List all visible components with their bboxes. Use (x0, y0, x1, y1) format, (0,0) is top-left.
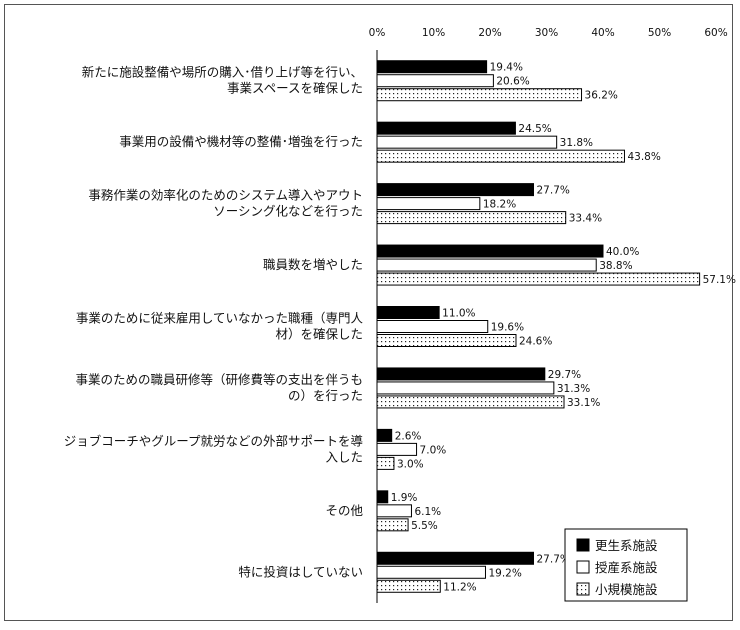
bar-1 (376, 121, 516, 135)
chart-frame (4, 4, 733, 621)
data-label: 6.1% (414, 506, 441, 518)
category-label: の）を行った (288, 388, 363, 403)
data-label: 31.3% (557, 383, 590, 395)
data-label: 18.2% (483, 199, 516, 211)
data-label: 27.7% (537, 553, 570, 565)
category-label: 事業用の設備や機材等の整備･増強を行った (119, 134, 363, 149)
bar-1 (376, 428, 393, 442)
bar-2 (376, 135, 558, 149)
bar-3 (376, 211, 567, 225)
bar-2 (376, 381, 555, 395)
bar-3 (376, 88, 583, 102)
bar-3 (376, 149, 625, 163)
bar-2 (376, 565, 486, 579)
legend-swatch (576, 538, 590, 552)
legend-swatch (576, 582, 590, 596)
category-label: 新たに施設整備や場所の購入･借り上げ等を行い、 (82, 65, 363, 80)
bar-2 (376, 442, 418, 456)
data-label: 7.0% (420, 444, 447, 456)
legend-label: 授産系施設 (595, 560, 658, 575)
data-label: 11.0% (442, 308, 475, 320)
category-label: 材）を確保した (275, 327, 363, 342)
data-label: 19.6% (491, 322, 524, 334)
data-label: 24.5% (518, 123, 551, 135)
bar-3 (376, 272, 701, 286)
x-tick-label: 50% (648, 27, 671, 39)
data-label: 5.5% (411, 520, 438, 532)
category-label: その他 (325, 503, 363, 518)
data-label: 33.4% (569, 213, 602, 225)
bar-3 (376, 456, 395, 470)
category-label: 事業スペースを確保した (227, 81, 363, 96)
category-label: ジョブコーチやグループ就労などの外部サポートを導 (64, 433, 363, 448)
data-label: 38.8% (599, 260, 632, 272)
bar-1 (376, 490, 389, 504)
bar-3 (376, 395, 565, 409)
category-label: 特に投資はしていない (238, 564, 363, 579)
x-tick-label: 20% (478, 27, 501, 39)
x-tick-label: 60% (704, 27, 727, 39)
legend-swatch (576, 560, 590, 574)
category-label: 事業のための職員研修等（研修費等の支出を伴うも (75, 372, 363, 387)
bar-2 (376, 74, 494, 88)
bar-2 (376, 258, 597, 272)
data-label: 29.7% (548, 369, 581, 381)
bar-2 (376, 197, 481, 211)
bar-3 (376, 518, 409, 532)
bar-3 (376, 579, 441, 593)
legend-label: 小規模施設 (595, 582, 658, 597)
category-label: 入した (325, 449, 363, 464)
bar-1 (376, 551, 535, 565)
data-label: 33.1% (567, 397, 600, 409)
legend-label: 更生系施設 (595, 538, 658, 553)
x-tick-label: 40% (591, 27, 614, 39)
category-label: 職員数を増やした (263, 257, 363, 272)
data-label: 11.2% (443, 581, 476, 593)
x-tick-label: 30% (535, 27, 558, 39)
x-tick-label: 0% (369, 27, 386, 39)
category-label: 事務作業の効率化のためのシステム導入やアウト (88, 188, 363, 203)
data-label: 43.8% (627, 151, 660, 163)
data-label: 57.1% (703, 274, 736, 286)
data-label: 40.0% (606, 246, 639, 258)
bar-1 (376, 183, 535, 197)
bar-2 (376, 504, 412, 518)
data-label: 3.0% (397, 458, 424, 470)
data-label: 1.9% (391, 492, 418, 504)
bar-1 (376, 244, 604, 258)
data-label: 24.6% (519, 336, 552, 348)
bar-1 (376, 306, 440, 319)
bar-1 (376, 60, 488, 74)
data-label: 2.6% (395, 430, 422, 442)
data-label: 19.4% (490, 62, 523, 74)
data-label: 36.2% (585, 90, 618, 102)
data-label: 27.7% (537, 185, 570, 197)
bar-2 (376, 320, 489, 333)
data-label: 19.2% (488, 567, 521, 579)
bar-3 (376, 334, 517, 347)
category-label: ソーシング化などを行った (213, 204, 363, 219)
data-label: 20.6% (496, 76, 529, 88)
bar-1 (376, 367, 546, 381)
x-tick-label: 10% (422, 27, 445, 39)
category-label: 事業のために従来雇用していなかった職種（専門人 (76, 311, 364, 326)
data-label: 31.8% (560, 137, 593, 149)
